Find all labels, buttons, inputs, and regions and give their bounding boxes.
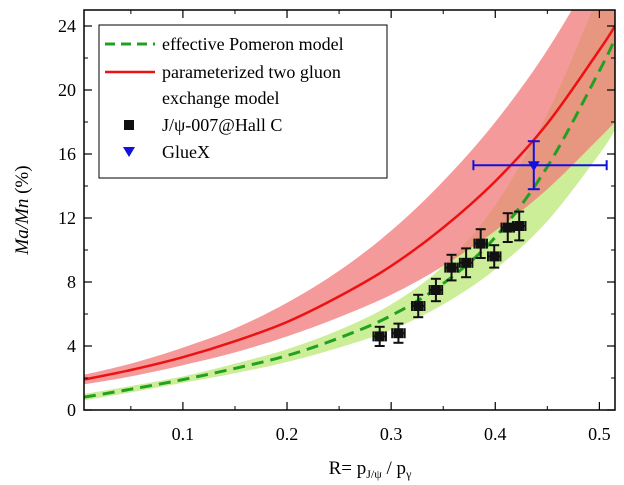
plot-frame [83, 9, 616, 411]
legend-label-hallc: J/ψ-007@Hall C [162, 115, 282, 135]
y-tick-label: 20 [58, 80, 76, 100]
hallc-marker [475, 238, 486, 249]
hallc-marker [461, 257, 472, 268]
x-tick-label: 0.5 [588, 424, 611, 444]
hallc-point [458, 247, 474, 279]
hallc-marker [430, 285, 441, 295]
y-tick-label: 8 [67, 272, 76, 292]
y-tick-label: 4 [67, 336, 76, 356]
hallc-point [473, 228, 488, 259]
legend-label-gluex: GlueX [162, 142, 210, 162]
hallc-marker [514, 221, 525, 231]
y-tick-label: 16 [58, 144, 76, 164]
x-tick-label: 0.4 [484, 424, 507, 444]
y-tick-label: 0 [67, 400, 76, 420]
hallc-point [500, 212, 516, 243]
model-curves [84, 25, 615, 399]
x-axis-title: R= pJ/ψ / pγ [329, 458, 412, 481]
legend: effective Pomeron model parameterized tw… [98, 24, 388, 179]
hallc-point [511, 210, 527, 242]
gluon-band [84, 10, 615, 385]
x-tick-label: 0.1 [172, 424, 195, 444]
hallc-marker [413, 301, 424, 311]
legend-marker-gluex [123, 147, 135, 157]
y-tick-label: 12 [58, 208, 76, 228]
hallc-point [410, 293, 426, 319]
x-tick-label: 0.3 [380, 424, 403, 444]
hallc-marker [502, 222, 513, 233]
hallc-point [428, 277, 444, 303]
gluex-marker [527, 161, 540, 172]
hallc-marker [489, 251, 500, 262]
legend-box [98, 24, 388, 179]
gluex-point [472, 140, 608, 191]
legend-label-pomeron: effective Pomeron model [162, 34, 344, 54]
x-tick-label: 0.2 [276, 424, 299, 444]
hallc-marker [374, 331, 385, 342]
uncertainty-bands [84, 10, 615, 401]
hallc-point [486, 244, 502, 269]
legend-label-gluon: parameterized two gluon [162, 62, 341, 82]
gluon-curve [84, 25, 615, 381]
pomeron-curve [84, 38, 615, 399]
hallc-point [391, 322, 406, 344]
y-axis-title: Ma/Mn (%) [12, 165, 33, 255]
hallc-point [372, 325, 387, 347]
y-tick-label: 24 [58, 16, 76, 36]
hallc-marker [446, 262, 457, 273]
hallc-marker [393, 328, 404, 339]
axes: 0.1 0.2 0.3 0.4 0.5 0 4 8 12 16 20 24 [58, 10, 615, 444]
data-points [372, 140, 608, 347]
legend-label-gluon-line2: exchange model [162, 88, 279, 108]
hallc-point [444, 253, 459, 282]
legend-marker-hallc [124, 120, 134, 130]
